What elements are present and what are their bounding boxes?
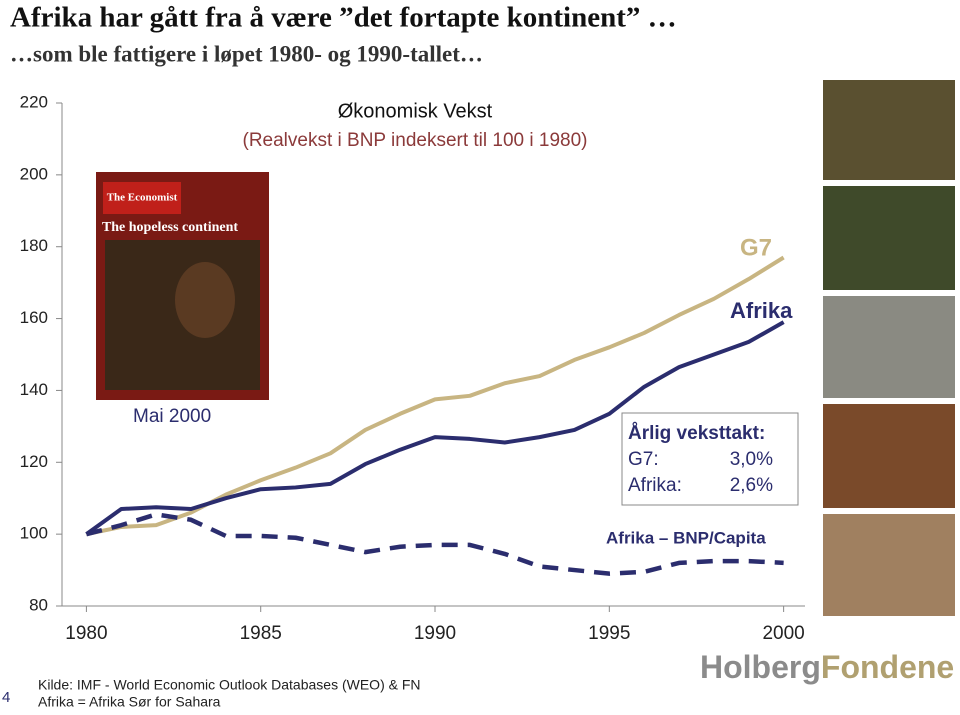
growth-label: Afrika: — [628, 475, 682, 496]
x-tick-label: 1980 — [65, 623, 107, 644]
logo: HolbergFondene — [700, 649, 954, 685]
cover-masthead: The Economist — [107, 192, 178, 204]
y-tick-label: 220 — [20, 92, 48, 111]
growth-rate: 3,0% — [730, 449, 773, 470]
y-tick-label: 140 — [20, 380, 48, 399]
y-tick-label: 180 — [20, 236, 48, 255]
x-tick-label: 1985 — [240, 623, 282, 644]
slide-subtitle: …som ble fattigere i løpet 1980- og 1990… — [10, 41, 483, 66]
chart-subtitle: (Realvekst i BNP indeksert til 100 i 198… — [243, 130, 588, 151]
growth-label: G7: — [628, 449, 659, 470]
chart-title: Økonomisk Vekst — [338, 100, 493, 122]
y-tick-label: 120 — [20, 452, 48, 471]
y-tick-label: 200 — [20, 164, 48, 183]
photos — [823, 80, 955, 616]
economist-cover: The Economist The hopeless continent — [96, 172, 269, 400]
cover-date: Mai 2000 — [133, 406, 211, 427]
source: Kilde: IMF - World Economic Outlook Data… — [38, 677, 421, 693]
growth-rate: 2,6% — [730, 475, 773, 496]
series-label: Afrika – BNP/Capita — [606, 528, 766, 547]
cover-headline: The hopeless continent — [102, 220, 238, 235]
series-label: G7 — [740, 234, 772, 261]
logo-part: Holberg — [700, 649, 821, 685]
y-tick-label: 160 — [20, 308, 48, 327]
page-number: 4 — [2, 689, 10, 706]
growth-box — [621, 412, 799, 506]
growth-title: Årlig veksttakt: — [628, 423, 765, 444]
source: Afrika = Afrika Sør for Sahara — [38, 694, 221, 710]
y-tick-label: 80 — [29, 595, 48, 614]
x-tick-label: 1995 — [588, 623, 630, 644]
logo-part: Fondene — [821, 649, 954, 685]
x-tick-label: 1990 — [414, 623, 456, 644]
series-label: Afrika — [730, 298, 793, 323]
slide-title: Afrika har gått fra å være ”det fortapte… — [10, 2, 677, 34]
series-line — [85, 320, 785, 536]
y-tick-label: 100 — [20, 524, 48, 543]
x-tick-label: 2000 — [762, 623, 804, 644]
